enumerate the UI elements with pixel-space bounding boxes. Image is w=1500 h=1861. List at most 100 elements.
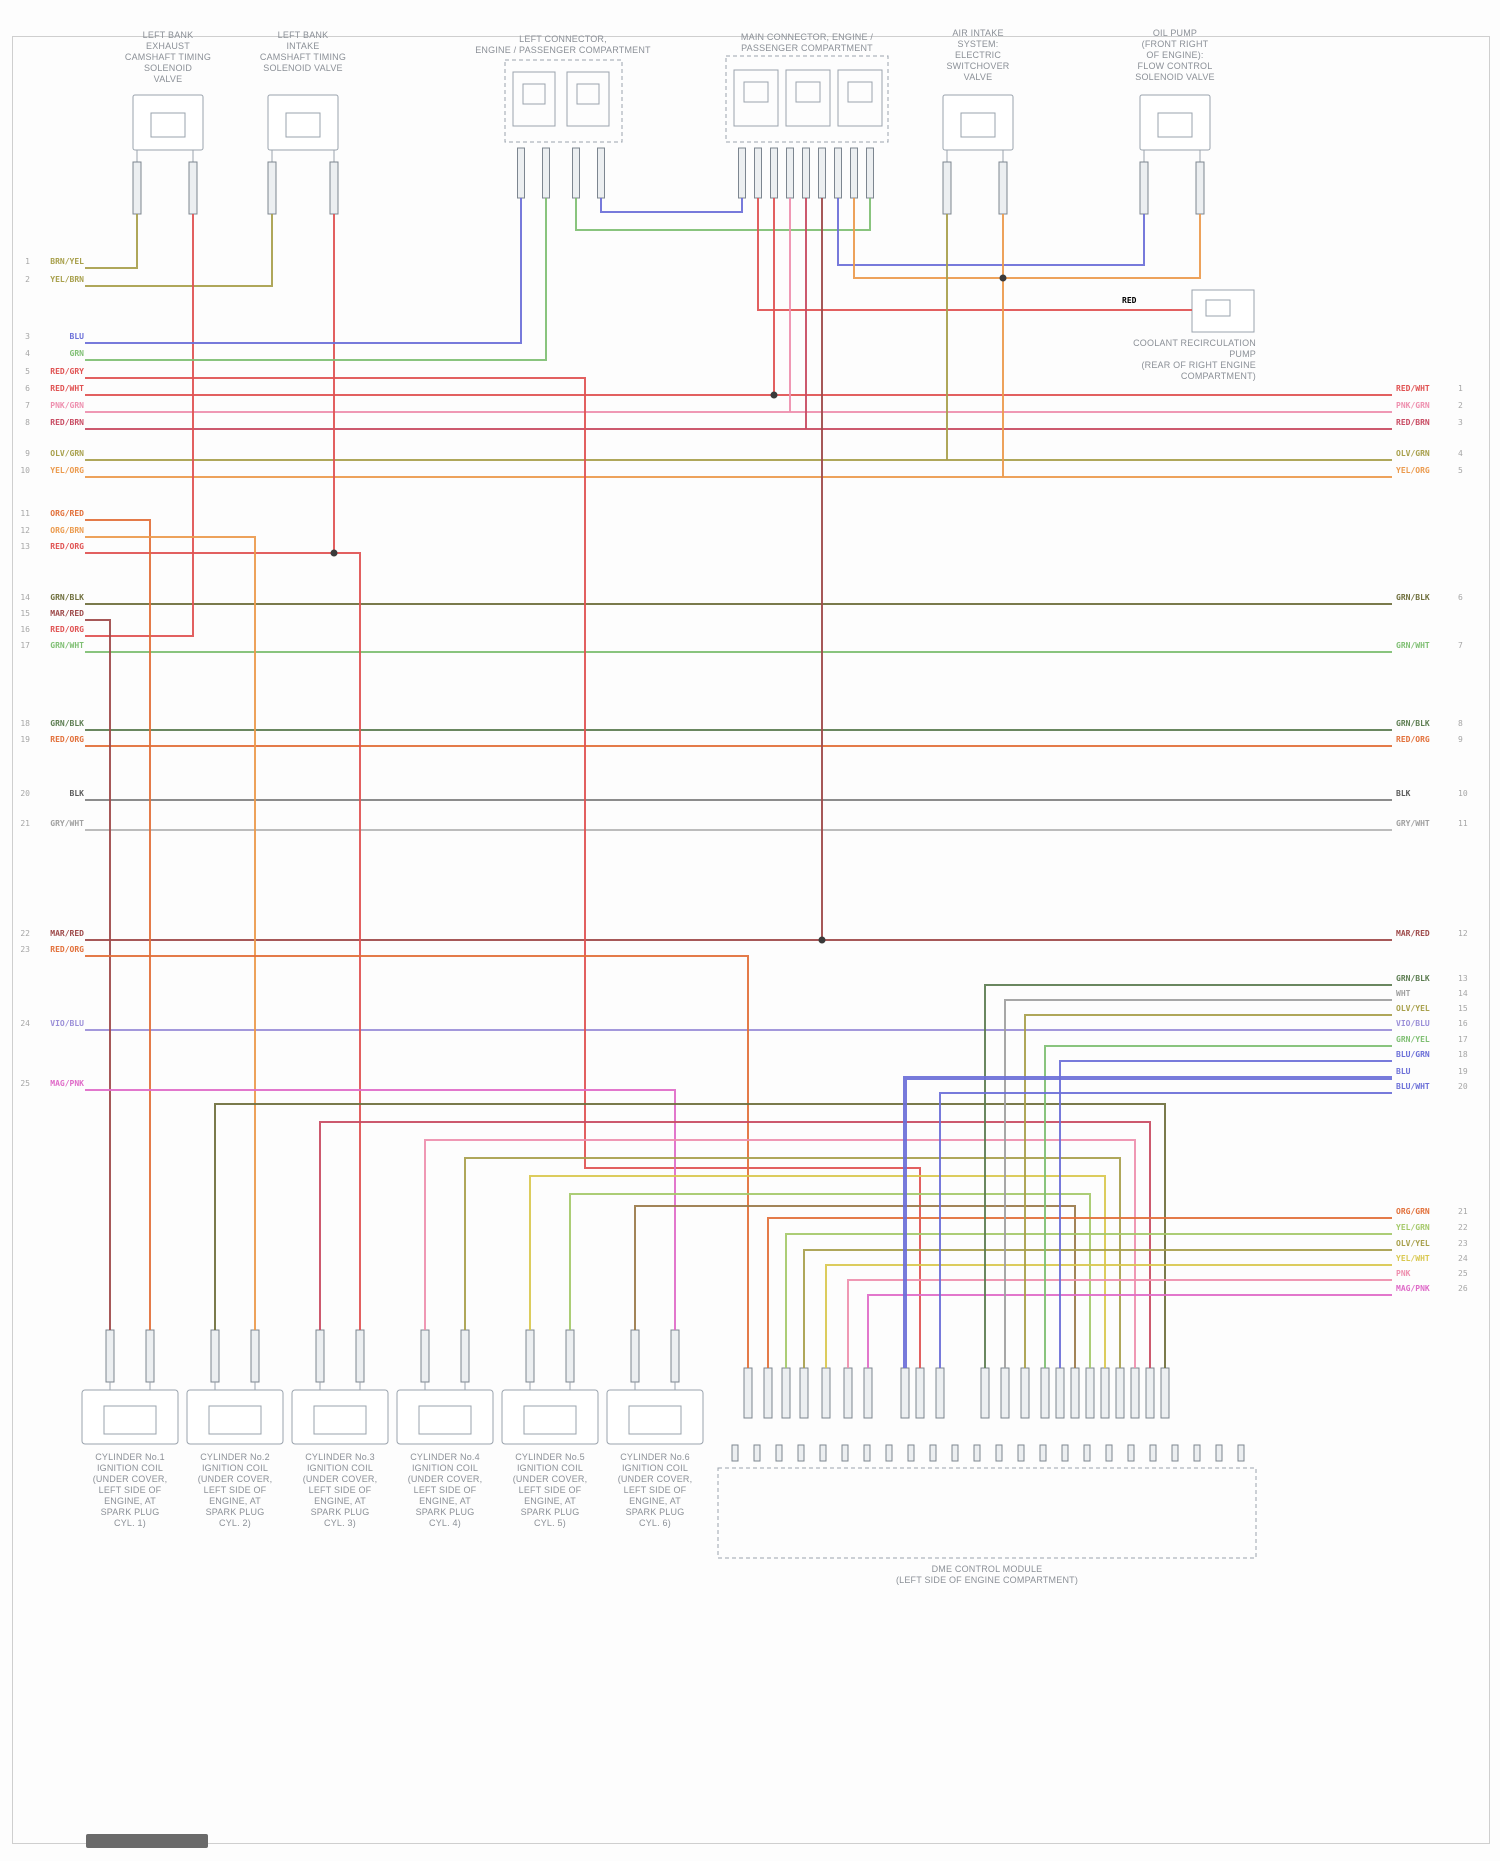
label-line: CYL. 4) (429, 1518, 461, 1528)
wire-color-code: YEL/WHT (1396, 1254, 1430, 1263)
right-wire-label: 26 MAG/PNK (1394, 1284, 1488, 1294)
pin-number: 14 (20, 593, 30, 602)
wire-color-code: RED/ORG (50, 735, 84, 744)
left-wire-label: 10 YEL/ORG (0, 466, 88, 476)
pin-number: 26 (1458, 1284, 1468, 1293)
right-wire-label: 21 ORG/GRN (1394, 1207, 1488, 1217)
wire-color-code: OLV/GRN (1396, 449, 1430, 458)
left-wire-label: 17 GRN/WHT (0, 641, 88, 651)
label-line: ENGINE, AT (629, 1496, 681, 1506)
right-wire-label: 14 WHT (1394, 989, 1488, 999)
left-wire-label: 5 RED/GRY (0, 367, 88, 377)
wire (767, 1217, 1392, 1368)
wire-color-code: RED/ORG (50, 945, 84, 954)
dme-control-module (717, 1367, 1257, 1559)
wire (85, 536, 256, 1330)
label-line: ELECTRIC (954, 50, 1002, 60)
label-line: CYL. 2) (219, 1518, 251, 1528)
label-line: CYL. 1) (114, 1518, 146, 1528)
wire-color-code: BLU (1396, 1067, 1411, 1076)
label-line: ENGINE, AT (314, 1496, 366, 1506)
pin-number: 25 (20, 1079, 30, 1088)
wire (85, 619, 111, 1330)
label-line: PASSENGER COMPARTMENT (741, 43, 873, 53)
wire-color-code: WHT (1396, 989, 1411, 998)
pin-number: 20 (1458, 1082, 1468, 1091)
label-line: (LEFT SIDE OF ENGINE COMPARTMENT) (895, 1575, 1079, 1585)
pin-number: 1 (25, 257, 30, 266)
pin-number: 22 (1458, 1223, 1468, 1232)
component-switchover-valve (942, 94, 1014, 215)
label-line: COMPARTMENT) (1180, 371, 1256, 381)
label-line: SPARK PLUG (100, 1507, 160, 1517)
label-line: OF ENGINE): (1146, 50, 1204, 60)
wire-color-code: YEL/ORG (50, 466, 84, 475)
pin-number: 14 (1458, 989, 1468, 998)
label-line: ENGINE, AT (524, 1496, 576, 1506)
wire-color-code: PNK (1396, 1269, 1411, 1278)
pin-number: 20 (20, 789, 30, 798)
wire-color-code: MAR/RED (1396, 929, 1430, 938)
pin-number: 6 (1458, 593, 1463, 602)
label-line: LEFT SIDE OF (308, 1485, 372, 1495)
pin-number: 4 (1458, 449, 1463, 458)
pin-number: 10 (20, 466, 30, 475)
component-oil-flow-solenoid (1139, 94, 1211, 215)
wire (575, 198, 871, 231)
component-left-connector (504, 59, 623, 199)
label-line: CYL. 5) (534, 1518, 566, 1528)
label-line: LEFT BANK (277, 30, 329, 40)
left-wire-label: 22 MAR/RED (0, 929, 88, 939)
pin-number: 2 (25, 275, 30, 284)
right-wire-label: 17 GRN/YEL (1394, 1035, 1488, 1045)
wire-color-code: RED/ORG (50, 542, 84, 551)
label-line: CYLINDER No.3 (305, 1452, 375, 1462)
right-wire-label: 13 GRN/BLK (1394, 974, 1488, 984)
pin-number: 23 (20, 945, 30, 954)
label-line: LEFT SIDE OF (413, 1485, 477, 1495)
right-wire-label: 12 MAR/RED (1394, 929, 1488, 939)
label-line: EXHAUST (146, 41, 190, 51)
wire (600, 198, 743, 213)
left-wire-label: 20 BLK (0, 789, 88, 799)
wire (85, 214, 138, 269)
right-wire-label: 18 BLU/GRN (1394, 1050, 1488, 1060)
label-coil-5: CYLINDER No.5 IGNITION COIL (UNDER COVER, L… (495, 1452, 605, 1529)
pin-number: 12 (1458, 929, 1468, 938)
label-line: OIL PUMP (1152, 28, 1198, 38)
wire (85, 214, 194, 637)
right-wire-label: 7 GRN/WHT (1394, 641, 1488, 651)
label-line: CYL. 3) (324, 1518, 356, 1528)
wire-color-code: YEL/ORG (1396, 466, 1430, 475)
label-line: LEFT SIDE OF (518, 1485, 582, 1495)
right-wire-label: 1 RED/WHT (1394, 384, 1488, 394)
pin-number: 16 (1458, 1019, 1468, 1028)
wire-color-code: GRN/BLK (1396, 974, 1430, 983)
label-line: LEFT BANK (142, 30, 194, 40)
component-coolant-pump-connector (1191, 289, 1255, 333)
label-exhaust-vanos-valve: LEFT BANK EXHAUST CAMSHAFT TIMING SOLENOID V… (108, 30, 228, 85)
label-line: FLOW CONTROL (1137, 61, 1213, 71)
wire (634, 1205, 1076, 1368)
label-line: SYSTEM: (957, 39, 999, 49)
label-line: (UNDER COVER, (512, 1474, 588, 1484)
label-intake-vanos-valve: LEFT BANK INTAKE CAMSHAFT TIMING SOLENOID V… (243, 30, 363, 74)
label-line: SPARK PLUG (310, 1507, 370, 1517)
wire-color-code: GRN (69, 349, 84, 358)
label-line: SOLENOID (143, 63, 193, 73)
right-wire-label: 5 YEL/ORG (1394, 466, 1488, 476)
label-coil-4: CYLINDER No.4 IGNITION COIL (UNDER COVER, L… (390, 1452, 500, 1529)
left-wire-label: 11 ORG/RED (0, 509, 88, 519)
wire (319, 1121, 1151, 1368)
wire-color-code: VIO/BLU (50, 1019, 84, 1028)
wire-color-code: GRN/BLK (1396, 593, 1430, 602)
left-wire-label: 2 YEL/BRN (0, 275, 88, 285)
label-line: (UNDER COVER, (407, 1474, 483, 1484)
left-wire-label: 8 RED/BRN (0, 418, 88, 428)
pin-number: 21 (1458, 1207, 1468, 1216)
label-line: LEFT SIDE OF (203, 1485, 267, 1495)
right-wire-label: 15 OLV/YEL (1394, 1004, 1488, 1014)
left-wire-label: 24 VIO/BLU (0, 1019, 88, 1029)
